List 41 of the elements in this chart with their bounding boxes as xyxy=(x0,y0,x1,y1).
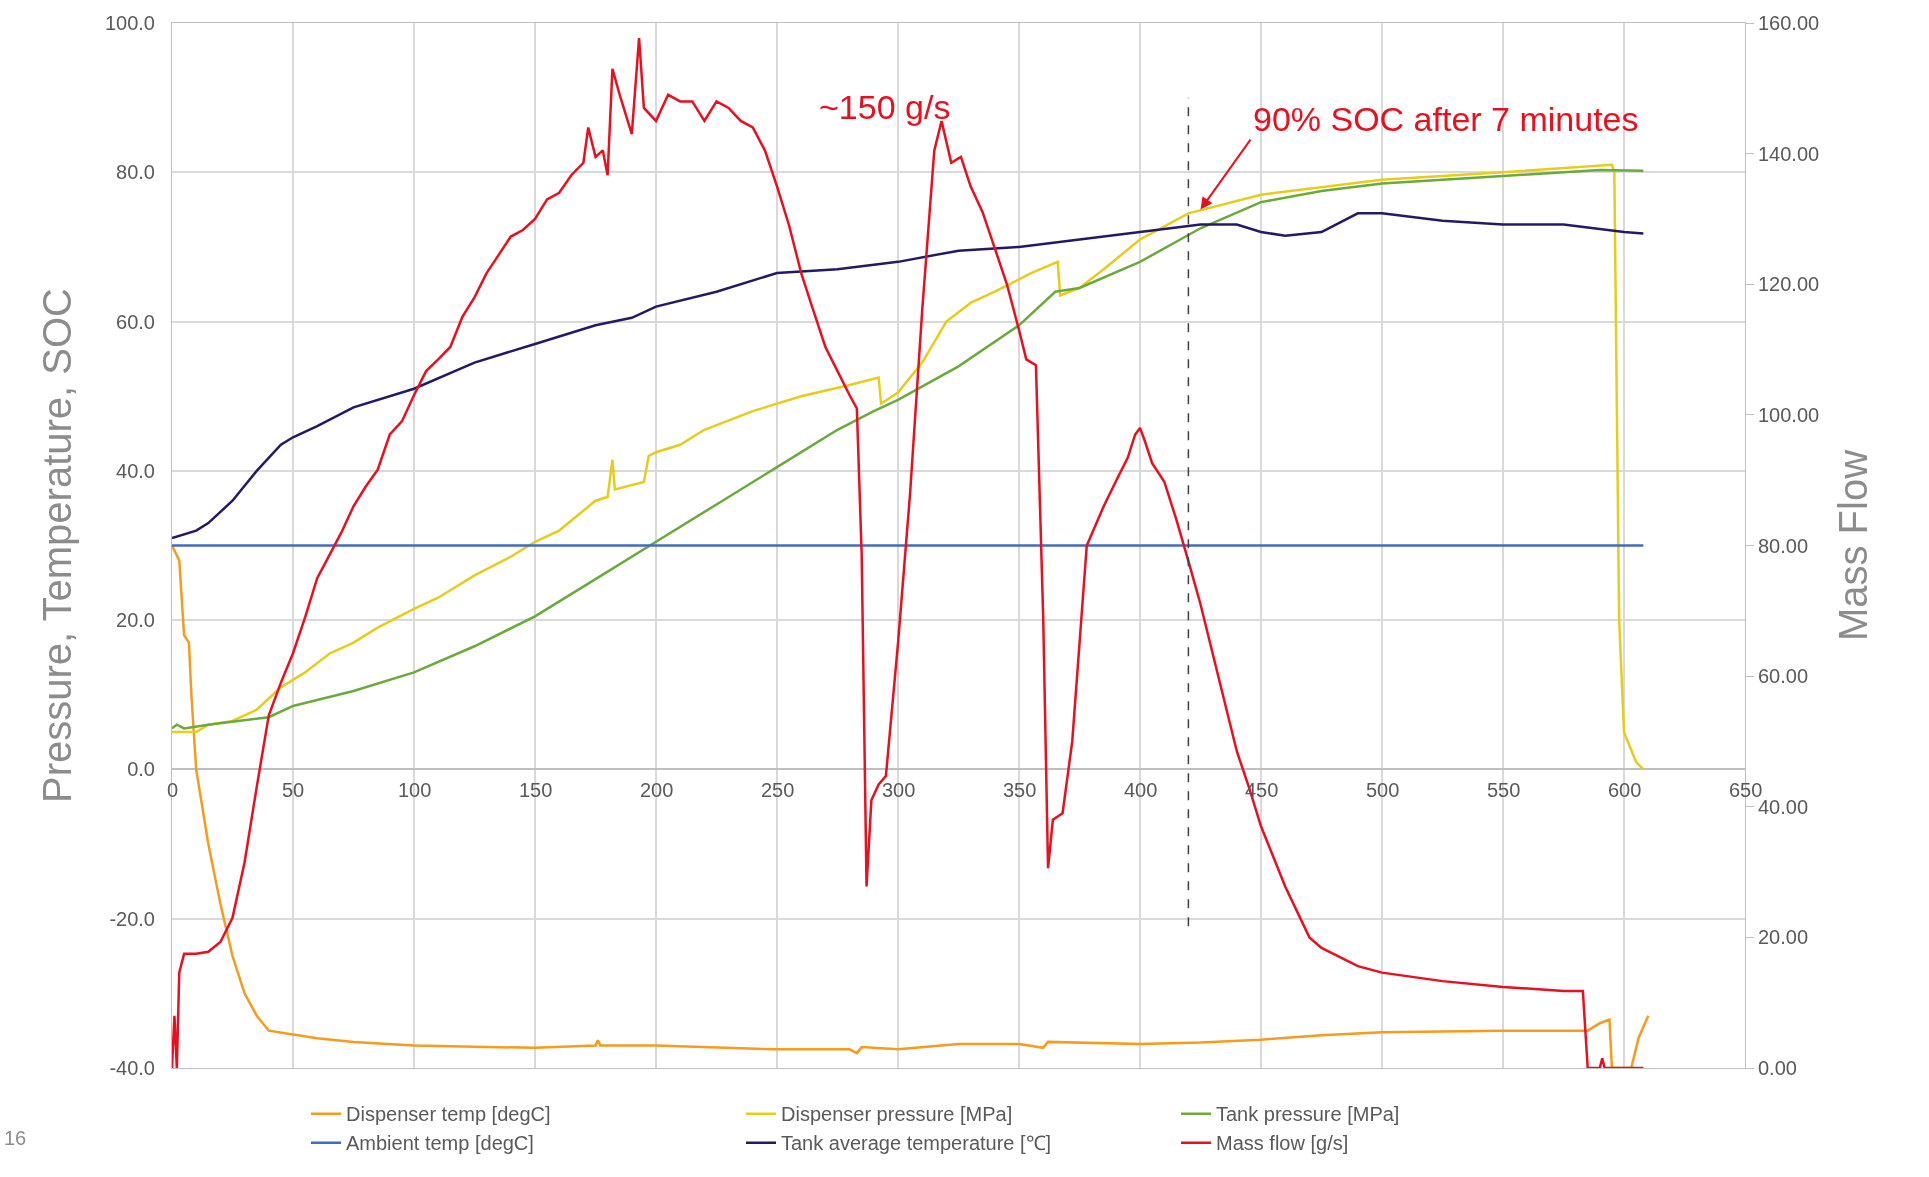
y2-axis-title: Mass Flow xyxy=(1830,449,1875,642)
x-tick-label: 650 xyxy=(1729,779,1763,801)
y2-tick-label: 60.00 xyxy=(1758,665,1809,688)
y-tick-label: 100.0 xyxy=(104,12,155,34)
y2-tick-label: 20.00 xyxy=(1758,926,1809,949)
y2-tick-label: 140.00 xyxy=(1758,142,1820,165)
legend-label: Tank average temperature [℃] xyxy=(781,1132,1052,1155)
legend-label: Dispenser pressure [MPa] xyxy=(781,1103,1013,1126)
legend-label: Ambient temp [degC] xyxy=(346,1132,534,1155)
x-tick-label: 350 xyxy=(1003,779,1037,801)
y-tick-label: 20.0 xyxy=(116,609,155,632)
x-tick-label: 300 xyxy=(882,779,916,801)
y-axis-title: Pressure, Temperature, SOC xyxy=(35,287,80,804)
x-tick-label: 50 xyxy=(282,779,305,801)
text: 16 xyxy=(4,1127,27,1149)
legend-label: Mass flow [g/s] xyxy=(1216,1132,1349,1155)
annotation: ~150 g/s xyxy=(819,88,951,126)
y-tick-label: 0.0 xyxy=(127,758,155,781)
y-tick-label: 40.0 xyxy=(116,459,155,482)
annotation: 90% SOC after 7 minutes xyxy=(1253,100,1639,138)
x-tick-label: 150 xyxy=(519,779,553,801)
legend-label: Tank pressure [MPa] xyxy=(1216,1103,1400,1126)
y-tick-label: -40.0 xyxy=(109,1057,155,1079)
y2-tick-label: 160.00 xyxy=(1758,12,1820,34)
y-tick-label: 80.0 xyxy=(116,161,155,184)
x-tick-label: 0 xyxy=(167,779,179,801)
x-tick-label: 400 xyxy=(1124,779,1158,801)
y-tick-label: -20.0 xyxy=(109,907,155,930)
y-tick-label: 60.0 xyxy=(116,310,155,333)
x-tick-label: 100 xyxy=(398,779,432,801)
y2-tick-label: 80.00 xyxy=(1758,534,1809,557)
y2-tick-label: 120.00 xyxy=(1758,273,1820,296)
x-tick-label: 600 xyxy=(1608,779,1642,801)
line-series xyxy=(172,212,1645,540)
x-tick-label: 500 xyxy=(1366,779,1400,801)
y2-tick-label: 0.00 xyxy=(1758,1057,1797,1079)
x-tick-label: 250 xyxy=(761,779,795,801)
x-tick-label: 550 xyxy=(1487,779,1521,801)
y2-tick-label: 100.00 xyxy=(1758,403,1820,426)
legend-label: Dispenser temp [degC] xyxy=(346,1103,551,1126)
x-tick-label: 200 xyxy=(640,779,674,801)
